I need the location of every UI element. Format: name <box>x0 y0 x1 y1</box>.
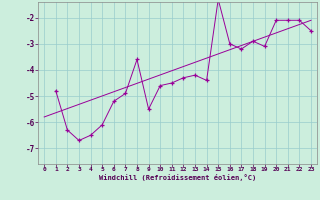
X-axis label: Windchill (Refroidissement éolien,°C): Windchill (Refroidissement éolien,°C) <box>99 174 256 181</box>
